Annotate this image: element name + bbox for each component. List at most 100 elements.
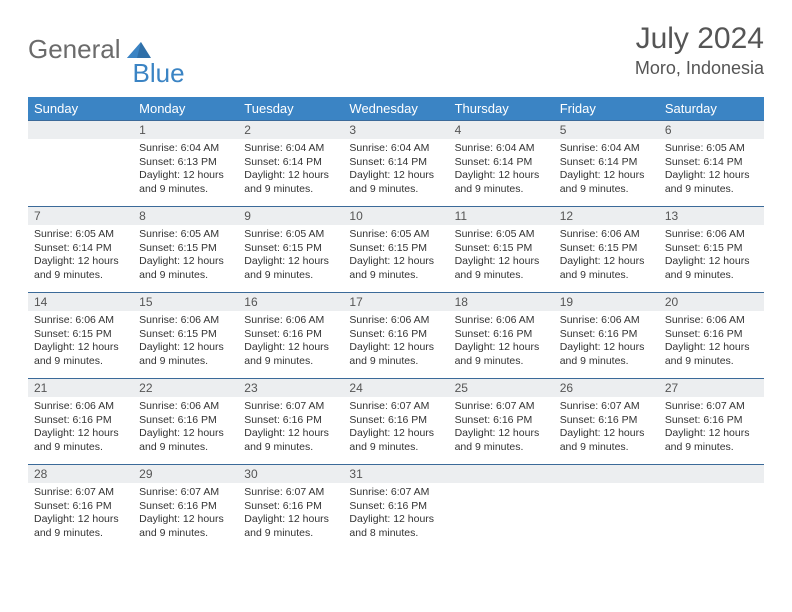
day-number: 3 xyxy=(343,121,448,139)
daylight-text: Daylight: 12 hours and 9 minutes. xyxy=(665,427,758,454)
day-number xyxy=(28,121,133,139)
col-monday: Monday xyxy=(133,97,238,121)
day-details: Sunrise: 6:04 AMSunset: 6:14 PMDaylight:… xyxy=(238,139,343,201)
daylight-text: Daylight: 12 hours and 9 minutes. xyxy=(560,341,653,368)
calendar-week: 7Sunrise: 6:05 AMSunset: 6:14 PMDaylight… xyxy=(28,207,764,293)
day-details: Sunrise: 6:04 AMSunset: 6:14 PMDaylight:… xyxy=(449,139,554,201)
sunrise-text: Sunrise: 6:06 AM xyxy=(139,400,232,414)
sunset-text: Sunset: 6:13 PM xyxy=(139,156,232,170)
calendar-cell: 5Sunrise: 6:04 AMSunset: 6:14 PMDaylight… xyxy=(554,121,659,207)
sunrise-text: Sunrise: 6:04 AM xyxy=(560,142,653,156)
sunrise-text: Sunrise: 6:06 AM xyxy=(665,228,758,242)
day-number: 19 xyxy=(554,293,659,311)
calendar-week: 14 Sunrise: 6:06 AM Sunset: 6:15 PM Dayligh… xyxy=(28,293,764,379)
sunrise-text: Sunrise: 6:04 AM xyxy=(139,142,232,156)
calendar-cell: 10Sunrise: 6:05 AMSunset: 6:15 PMDayligh… xyxy=(343,207,448,293)
logo: General Blue xyxy=(28,22,185,77)
sunrise-text: Sunrise: 6:06 AM xyxy=(455,314,548,328)
sunset-text: Sunset: 6:16 PM xyxy=(244,500,337,514)
sunset-text: Sunset: 6:16 PM xyxy=(665,414,758,428)
sunrise-text: Sunrise: 6:05 AM xyxy=(665,142,758,156)
sunset-text: Sunset: 6:16 PM xyxy=(244,328,337,342)
sunset-text: Sunset: 6:14 PM xyxy=(560,156,653,170)
day-details: Sunrise: 6:07 AMSunset: 6:16 PMDaylight:… xyxy=(554,397,659,459)
sunrise-text: Sunrise: 6:06 AM xyxy=(34,314,127,328)
col-friday: Friday xyxy=(554,97,659,121)
sunrise-text: Sunrise: 6:06 AM xyxy=(244,314,337,328)
sunrise-text: Sunrise: 6:06 AM xyxy=(560,228,653,242)
day-number: 24 xyxy=(343,379,448,397)
sunrise-text: Sunrise: 6:05 AM xyxy=(349,228,442,242)
col-sunday: Sunday xyxy=(28,97,133,121)
calendar-cell: 7Sunrise: 6:05 AMSunset: 6:14 PMDaylight… xyxy=(28,207,133,293)
calendar-cell: 19Sunrise: 6:06 AMSunset: 6:16 PMDayligh… xyxy=(554,293,659,379)
calendar-cell: 3Sunrise: 6:04 AMSunset: 6:14 PMDaylight… xyxy=(343,121,448,207)
sunset-text: Sunset: 6:15 PM xyxy=(349,242,442,256)
title-block: July 2024 Moro, Indonesia xyxy=(635,22,764,79)
calendar-cell: 14Sunrise: 6:06 AMSunset: 6:15 PMDayligh… xyxy=(28,293,133,379)
sunset-text: Sunset: 6:16 PM xyxy=(560,414,653,428)
sunrise-text: Sunrise: 6:07 AM xyxy=(244,486,337,500)
sunrise-text: Sunrise: 6:07 AM xyxy=(244,400,337,414)
daylight-text: Daylight: 12 hours and 9 minutes. xyxy=(139,427,232,454)
day-details: Sunrise: 6:06 AMSunset: 6:16 PMDaylight:… xyxy=(554,311,659,373)
col-tuesday: Tuesday xyxy=(238,97,343,121)
calendar-cell: 22Sunrise: 6:06 AMSunset: 6:16 PMDayligh… xyxy=(133,379,238,465)
sunset-text: Sunset: 6:16 PM xyxy=(139,414,232,428)
day-details: Sunrise: 6:07 AMSunset: 6:16 PMDaylight:… xyxy=(238,397,343,459)
day-details: Sunrise: 6:04 AMSunset: 6:13 PMDaylight:… xyxy=(133,139,238,201)
day-number: 10 xyxy=(343,207,448,225)
calendar-cell: 18Sunrise: 6:06 AMSunset: 6:16 PMDayligh… xyxy=(449,293,554,379)
day-details: Sunrise: 6:05 AMSunset: 6:14 PMDaylight:… xyxy=(659,139,764,201)
day-number: 30 xyxy=(238,465,343,483)
sunrise-text: Sunrise: 6:07 AM xyxy=(34,486,127,500)
daylight-text: Daylight: 12 hours and 9 minutes. xyxy=(665,255,758,282)
calendar-cell xyxy=(659,465,764,551)
day-details: Sunrise: 6:06 AMSunset: 6:16 PMDaylight:… xyxy=(238,311,343,373)
day-number: 11 xyxy=(449,207,554,225)
sunrise-text: Sunrise: 6:06 AM xyxy=(665,314,758,328)
daylight-text: Daylight: 12 hours and 9 minutes. xyxy=(244,341,337,368)
day-number: 4 xyxy=(449,121,554,139)
calendar-cell: 11Sunrise: 6:05 AMSunset: 6:15 PMDayligh… xyxy=(449,207,554,293)
day-number xyxy=(449,465,554,483)
day-details: Sunrise: 6:06 AMSunset: 6:16 PMDaylight:… xyxy=(659,311,764,373)
daylight-text: Daylight: 12 hours and 9 minutes. xyxy=(139,513,232,540)
day-details: Sunrise: 6:05 AMSunset: 6:14 PMDaylight:… xyxy=(28,225,133,287)
sunset-text: Sunset: 6:16 PM xyxy=(455,414,548,428)
day-details: Sunrise: 6:05 AMSunset: 6:15 PMDaylight:… xyxy=(449,225,554,287)
day-number: 14 xyxy=(28,293,133,311)
day-details: Sunrise: 6:06 AMSunset: 6:16 PMDaylight:… xyxy=(133,397,238,459)
sunset-text: Sunset: 6:15 PM xyxy=(139,242,232,256)
daylight-text: Daylight: 12 hours and 9 minutes. xyxy=(349,341,442,368)
day-details: Sunrise: 6:06 AMSunset: 6:16 PMDaylight:… xyxy=(449,311,554,373)
calendar-cell: 28Sunrise: 6:07 AMSunset: 6:16 PMDayligh… xyxy=(28,465,133,551)
sunrise-text: Sunrise: 6:05 AM xyxy=(34,228,127,242)
calendar-cell: 27Sunrise: 6:07 AMSunset: 6:16 PMDayligh… xyxy=(659,379,764,465)
day-number: 31 xyxy=(343,465,448,483)
sunrise-text: Sunrise: 6:07 AM xyxy=(560,400,653,414)
day-number: 22 xyxy=(133,379,238,397)
day-details: Sunrise: 6:07 AMSunset: 6:16 PMDaylight:… xyxy=(343,397,448,459)
day-number: 29 xyxy=(133,465,238,483)
sunrise-text: Sunrise: 6:07 AM xyxy=(665,400,758,414)
page-title: July 2024 xyxy=(635,22,764,56)
daylight-text: Daylight: 12 hours and 9 minutes. xyxy=(455,341,548,368)
sunset-text: Sunset: 6:14 PM xyxy=(455,156,548,170)
day-details: Sunrise: 6:04 AMSunset: 6:14 PMDaylight:… xyxy=(343,139,448,201)
daylight-text: Daylight: 12 hours and 9 minutes. xyxy=(455,169,548,196)
sunrise-text: Sunrise: 6:07 AM xyxy=(349,400,442,414)
daylight-text: Daylight: 12 hours and 9 minutes. xyxy=(560,169,653,196)
sunset-text: Sunset: 6:16 PM xyxy=(665,328,758,342)
sunset-text: Sunset: 6:15 PM xyxy=(139,328,232,342)
daylight-text: Daylight: 12 hours and 9 minutes. xyxy=(560,255,653,282)
daylight-text: Daylight: 12 hours and 9 minutes. xyxy=(455,427,548,454)
calendar-cell: 2Sunrise: 6:04 AMSunset: 6:14 PMDaylight… xyxy=(238,121,343,207)
daylight-text: Daylight: 12 hours and 9 minutes. xyxy=(139,169,232,196)
day-number: 12 xyxy=(554,207,659,225)
day-details: Sunrise: 6:07 AMSunset: 6:16 PMDaylight:… xyxy=(343,483,448,545)
calendar-cell: 16Sunrise: 6:06 AMSunset: 6:16 PMDayligh… xyxy=(238,293,343,379)
day-number: 1 xyxy=(133,121,238,139)
day-details: Sunrise: 6:06 AMSunset: 6:15 PMDaylight:… xyxy=(554,225,659,287)
col-wednesday: Wednesday xyxy=(343,97,448,121)
